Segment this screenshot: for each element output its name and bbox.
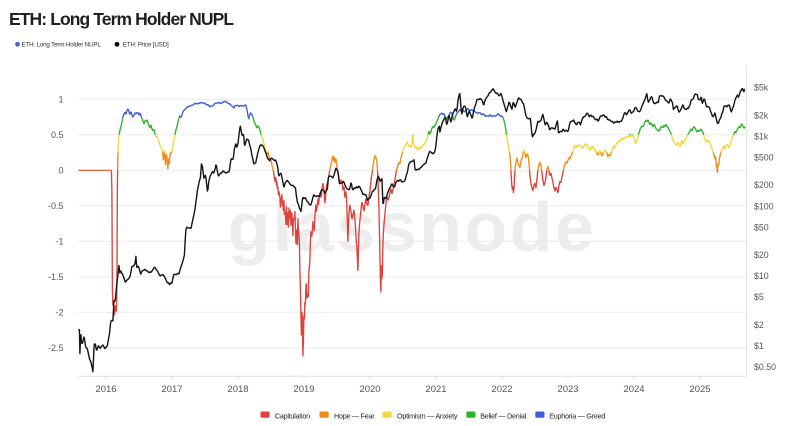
svg-text:-2: -2 — [55, 308, 63, 318]
svg-text:1: 1 — [58, 95, 63, 105]
svg-text:2025: 2025 — [689, 384, 710, 395]
svg-text:-1: -1 — [55, 237, 63, 247]
svg-text:2024: 2024 — [623, 384, 644, 395]
svg-text:$50: $50 — [754, 222, 769, 232]
svg-text:$5k: $5k — [754, 83, 769, 93]
svg-text:2020: 2020 — [359, 384, 380, 395]
svg-text:$1: $1 — [754, 341, 764, 351]
svg-text:$5: $5 — [754, 292, 764, 302]
svg-text:Euphoria — Greed: Euphoria — Greed — [549, 411, 605, 420]
svg-text:Capitulation: Capitulation — [275, 411, 310, 420]
svg-text:2023: 2023 — [557, 384, 578, 395]
svg-text:2022: 2022 — [491, 384, 512, 395]
svg-text:Optimism — Anxiety: Optimism — Anxiety — [397, 411, 458, 420]
svg-text:glassnode: glassnode — [228, 188, 597, 266]
svg-text:$1k: $1k — [754, 131, 769, 141]
svg-text:Hope — Fear: Hope — Fear — [334, 411, 375, 420]
svg-text:ETH: Price [USD]: ETH: Price [USD] — [123, 42, 169, 49]
svg-text:-1.5: -1.5 — [48, 272, 64, 282]
svg-text:2018: 2018 — [227, 384, 248, 395]
svg-text:$20: $20 — [754, 250, 769, 260]
svg-text:$10: $10 — [754, 271, 769, 281]
svg-text:ETH: Long Term Holder NUPL: ETH: Long Term Holder NUPL — [9, 9, 234, 29]
svg-text:2021: 2021 — [425, 384, 446, 395]
svg-text:$200: $200 — [754, 180, 774, 190]
svg-text:$100: $100 — [754, 201, 774, 211]
svg-text:0: 0 — [58, 166, 63, 176]
svg-text:0.5: 0.5 — [51, 130, 64, 140]
svg-text:2016: 2016 — [95, 384, 116, 395]
svg-text:2017: 2017 — [161, 384, 182, 395]
svg-text:2019: 2019 — [293, 384, 314, 395]
svg-text:$2: $2 — [754, 320, 764, 330]
svg-text:-0.5: -0.5 — [48, 201, 64, 211]
svg-text:$500: $500 — [754, 152, 774, 162]
svg-text:ETH: Long Term Holder NUPL: ETH: Long Term Holder NUPL — [22, 42, 102, 49]
svg-text:$2k: $2k — [754, 110, 769, 120]
svg-text:-2.5: -2.5 — [48, 343, 64, 353]
svg-text:$0.50: $0.50 — [754, 362, 776, 372]
svg-text:Belief — Denial: Belief — Denial — [480, 411, 526, 420]
